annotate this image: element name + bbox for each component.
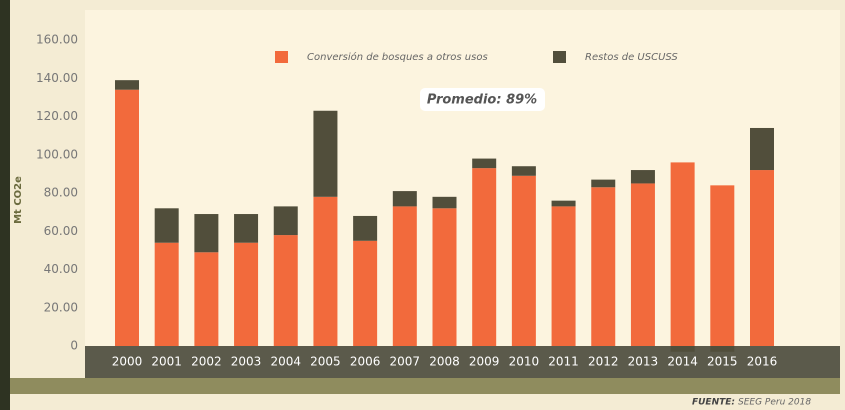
annotation: Promedio: 89%	[427, 93, 537, 108]
bar	[670, 346, 695, 352]
legend-label: Restos de USCUSS	[585, 52, 678, 63]
y-tick-label: 120.00	[36, 109, 78, 123]
y-tick-label: 100.00	[36, 147, 78, 161]
bar	[154, 208, 179, 243]
x-tick-label: 2015	[707, 355, 738, 369]
x-tick-label: 2002	[191, 355, 222, 369]
y-tick-label: 0	[70, 339, 78, 353]
bar	[551, 206, 576, 346]
bar	[472, 168, 497, 346]
y-tick-label: 60.00	[44, 224, 78, 238]
bar	[154, 242, 179, 346]
x-tick-label: 2013	[628, 355, 659, 369]
source: SEEG Peru 2018	[738, 398, 811, 408]
bar	[710, 185, 735, 346]
bar	[750, 127, 774, 171]
annotation-box	[420, 88, 545, 111]
bar	[234, 214, 259, 243]
y-axis-label: Mt CO2e	[13, 176, 24, 224]
x-tick-label: 2006	[350, 355, 381, 369]
y-tick-label: 160.00	[36, 33, 78, 47]
bar	[511, 166, 536, 176]
x-tick-label: 2011	[548, 355, 579, 369]
bar	[353, 240, 378, 346]
bar	[273, 206, 298, 236]
bar	[313, 196, 338, 346]
bar	[630, 170, 655, 184]
bar	[353, 215, 378, 241]
photo-edge	[0, 0, 10, 410]
bar	[432, 196, 457, 209]
bar	[750, 170, 774, 346]
x-tick-label: 2009	[469, 355, 500, 369]
x-tick-label: 2001	[151, 355, 182, 369]
legend-swatch	[553, 51, 566, 63]
x-tick-label: 2016	[747, 355, 778, 369]
bar	[511, 175, 536, 346]
y-tick-label: 80.00	[44, 186, 78, 200]
x-tick-label: 2007	[390, 355, 421, 369]
source-label: FUENTE:	[692, 398, 735, 408]
x-tick-label: 2000	[112, 355, 143, 369]
bar	[194, 214, 219, 253]
bar	[432, 208, 457, 346]
x-tick-label: 2004	[270, 355, 301, 369]
bar	[591, 187, 616, 346]
bar	[273, 235, 298, 346]
bar	[194, 252, 219, 346]
x-tick-label: 2005	[310, 355, 341, 369]
bar	[670, 162, 695, 346]
bar	[472, 158, 497, 169]
bar	[551, 200, 576, 207]
y-tick-label: 140.00	[36, 71, 78, 85]
x-tick-label: 2012	[588, 355, 619, 369]
legend-swatch	[275, 51, 288, 63]
y-tick-label: 40.00	[44, 262, 78, 276]
bar	[591, 179, 616, 188]
x-tick-label: 2003	[231, 355, 262, 369]
bar	[630, 183, 655, 346]
x-tick-label: 2014	[667, 355, 698, 369]
y-tick-label: 20.00	[44, 300, 78, 314]
legend-label: Conversión de bosques a otros usos	[307, 51, 488, 63]
bar	[392, 206, 417, 346]
bar	[710, 346, 735, 352]
bar	[115, 80, 139, 90]
bar	[313, 110, 338, 197]
bar	[392, 191, 417, 207]
olive-strip	[10, 378, 840, 394]
x-tick-label: 2010	[509, 355, 540, 369]
bar	[234, 242, 259, 346]
x-tick-label: 2008	[429, 355, 460, 369]
bar	[115, 89, 139, 346]
